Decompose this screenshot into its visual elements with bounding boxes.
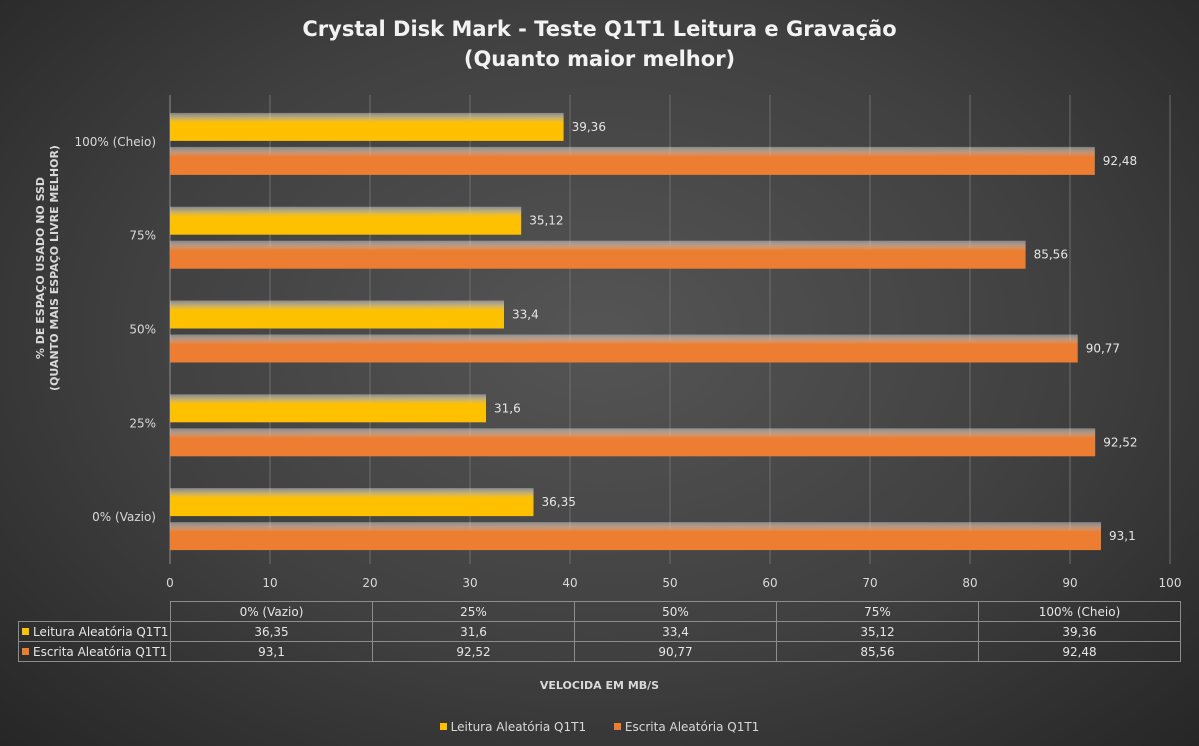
- x-tick-label: 90: [1062, 576, 1077, 590]
- data-table-cell: 93,1: [170, 641, 373, 662]
- data-table-corner: [18, 601, 171, 622]
- chart-title-line-2: (Quanto maior melhor): [463, 47, 736, 71]
- data-label: 35,12: [529, 214, 563, 228]
- data-table-cell: 31,6: [372, 621, 575, 642]
- data-table-cell: 85,56: [776, 641, 979, 662]
- data-label: 92,52: [1103, 435, 1137, 449]
- data-label: 36,35: [542, 495, 576, 509]
- x-tick-label: 80: [962, 576, 977, 590]
- data-table-series-name: Leitura Aleatória Q1T1: [33, 624, 169, 639]
- chart-title-line-1: Crystal Disk Mark - Teste Q1T1 Leitura e…: [302, 17, 897, 41]
- y-tick-label: 25%: [129, 416, 156, 430]
- bar-escrita: [170, 522, 1101, 551]
- data-table: 0% (Vazio) 25% 50% 75% 100% (Cheio) Leit…: [18, 601, 1181, 662]
- y-tick-label: 100% (Cheio): [74, 135, 156, 149]
- legend: Leitura Aleatória Q1T1 Escrita Aleatória…: [0, 720, 1199, 734]
- data-table-series-name: Escrita Aleatória Q1T1: [33, 644, 168, 659]
- bar-escrita: [170, 334, 1078, 363]
- data-table-header: 0% (Vazio): [170, 601, 373, 622]
- legend-label: Leitura Aleatória Q1T1: [450, 720, 587, 734]
- data-table-header: 50%: [574, 601, 777, 622]
- y-tick-label: 75%: [129, 229, 156, 243]
- x-tick-label: 60: [762, 576, 777, 590]
- data-label: 31,6: [494, 401, 521, 415]
- y-tick-label: 0% (Vazio): [92, 510, 156, 524]
- data-table-header-row: 0% (Vazio) 25% 50% 75% 100% (Cheio): [18, 601, 1181, 622]
- legend-item-escrita: Escrita Aleatória Q1T1: [613, 720, 760, 734]
- bar-leitura: [170, 300, 504, 329]
- bar-leitura: [170, 394, 486, 423]
- data-table-row-header: Escrita Aleatória Q1T1: [18, 641, 171, 662]
- bar-escrita: [170, 146, 1095, 175]
- data-label: 39,36: [572, 120, 606, 134]
- data-table-cell: 36,35: [170, 621, 373, 642]
- legend-swatch-escrita-icon: [613, 723, 621, 730]
- x-tick-label: 30: [462, 576, 477, 590]
- data-table-cell: 92,48: [978, 641, 1181, 662]
- legend-swatch-leitura-icon: [439, 723, 447, 730]
- chart-title: Crystal Disk Mark - Teste Q1T1 Leitura e…: [0, 14, 1199, 74]
- data-table-cell: 39,36: [978, 621, 1181, 642]
- x-tick-label: 50: [662, 576, 677, 590]
- chart-plot: 0 10 20 30 40 50 60 70 80 90 100 0% (Vazio) 36,35 93,…: [74, 95, 1182, 590]
- bar-escrita: [170, 240, 1026, 269]
- legend-label: Escrita Aleatória Q1T1: [624, 720, 760, 734]
- data-label: 93,1: [1109, 529, 1136, 543]
- data-table-row-leitura: Leitura Aleatória Q1T1 36,35 31,6 33,4 3…: [18, 621, 1181, 642]
- x-tick-label: 10: [262, 576, 277, 590]
- y-tick-label: 50%: [129, 323, 156, 337]
- data-label: 85,56: [1034, 248, 1068, 262]
- data-label: 90,77: [1086, 342, 1120, 356]
- data-table-cell: 90,77: [574, 641, 777, 662]
- escrita-swatch-icon: [22, 647, 29, 655]
- data-table-header: 25%: [372, 601, 575, 622]
- x-tick-label: 100: [1159, 576, 1182, 590]
- bar-leitura: [170, 206, 522, 235]
- x-axis-label: VELOCIDA EM MB/S: [539, 679, 660, 692]
- data-label: 92,48: [1103, 154, 1137, 168]
- data-table-cell: 33,4: [574, 621, 777, 642]
- x-tick-label: 20: [362, 576, 377, 590]
- bar-escrita: [170, 428, 1096, 457]
- data-table-header: 75%: [776, 601, 979, 622]
- data-table-row-header: Leitura Aleatória Q1T1: [18, 621, 171, 642]
- bar-leitura: [170, 488, 534, 517]
- data-table-cell: 92,52: [372, 641, 575, 662]
- leitura-swatch-icon: [22, 627, 29, 635]
- data-table-header: 100% (Cheio): [978, 601, 1181, 622]
- x-tick-label: 40: [562, 576, 577, 590]
- data-label: 33,4: [512, 308, 539, 322]
- x-tick-label: 0: [166, 576, 174, 590]
- y-axis-label-line-2: (QUANTO MAIS ESPAÇO LIVRE MELHOR): [48, 145, 61, 391]
- data-table-row-escrita: Escrita Aleatória Q1T1 93,1 92,52 90,77 …: [18, 641, 1181, 662]
- x-tick-label: 70: [862, 576, 877, 590]
- data-table-cell: 35,12: [776, 621, 979, 642]
- y-axis-label-line-1: % DE ESPAÇO USADO NO SSD: [34, 176, 47, 360]
- bar-leitura: [170, 112, 564, 141]
- legend-item-leitura: Leitura Aleatória Q1T1: [439, 720, 587, 734]
